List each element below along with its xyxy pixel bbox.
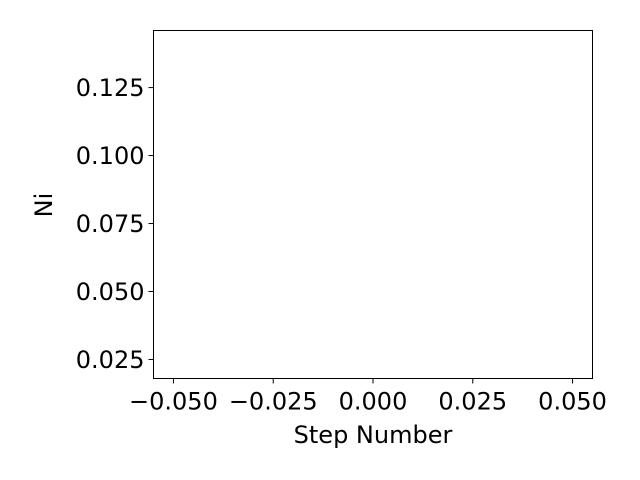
x-tick-label: 0.025 (438, 388, 507, 416)
x-axis: −0.050 −0.025 0.000 0.025 0.050 (129, 378, 607, 416)
x-tick-label: −0.050 (129, 388, 218, 416)
y-tick-label: 0.100 (76, 142, 145, 170)
plot-area (153, 30, 593, 379)
y-tick-label: 0.025 (76, 346, 145, 374)
y-axis: 0.025 0.050 0.075 0.100 0.125 (76, 74, 154, 374)
x-tick-label: −0.025 (229, 388, 318, 416)
y-tick-label: 0.050 (76, 278, 145, 306)
y-tick-label: 0.075 (76, 210, 145, 238)
y-axis-label: Ni (30, 193, 58, 218)
x-axis-label: Step Number (294, 421, 453, 449)
x-tick-label: 0.000 (339, 388, 408, 416)
y-tick-label: 0.125 (76, 74, 145, 102)
x-tick-label: 0.050 (538, 388, 607, 416)
